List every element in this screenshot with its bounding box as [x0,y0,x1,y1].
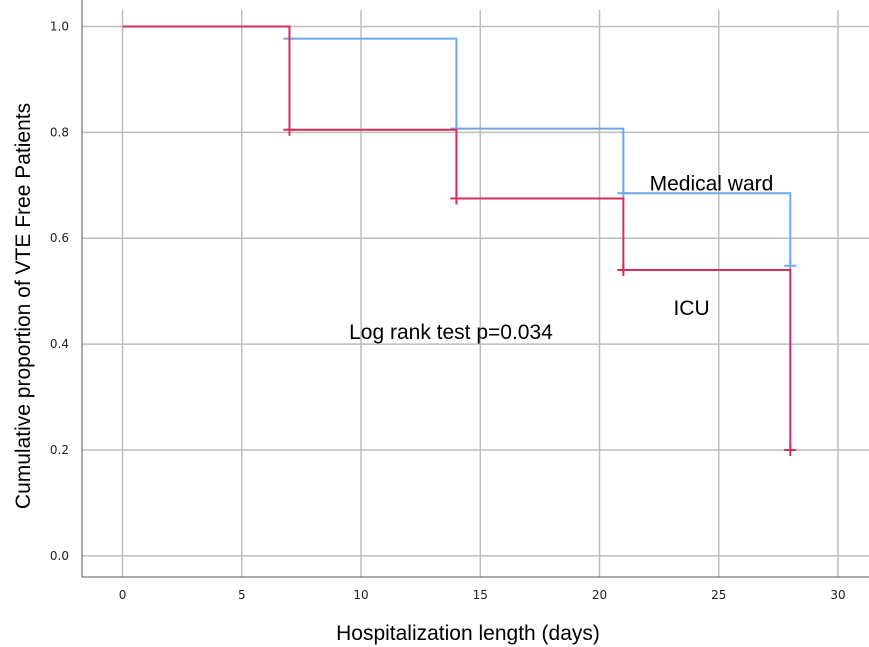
censor-mark-icu [784,443,797,456]
y-axis-title: Cumulative proportion of VTE Free Patien… [12,103,35,509]
y-tick-label: 0.4 [50,337,69,351]
y-tick-label: 0.2 [50,443,69,457]
x-tick-label: 30 [830,588,845,602]
y-tick-label: 0.6 [50,231,69,245]
censor-mark-medical-ward [617,187,630,200]
x-tick-label: 15 [473,588,488,602]
censor-mark-icu [283,123,296,136]
grid [82,10,869,577]
x-tick-label: 25 [711,588,726,602]
tick-labels: 0 5 10 15 20 25 30 0.0 0.2 0.4 0.6 0.8 1.0 [50,19,846,602]
y-tick-label: 0.0 [50,549,69,563]
y-tick-label: 1.0 [50,19,69,33]
x-tick-label: 20 [592,588,607,602]
x-tick-label: 0 [119,588,127,602]
annotation-label: Medical ward [650,173,774,196]
x-tick-label: 10 [353,588,368,602]
axes [81,0,869,578]
annotations: Medical ward ICU Log rank test p=0.034 [349,173,773,344]
censor-mark-icu [617,263,630,276]
x-axis-title: Hospitalization length (days) [336,622,600,645]
y-tick-label: 0.8 [50,125,69,139]
censor-mark-icu [450,192,463,205]
x-tick-label: 5 [238,588,246,602]
annotation-label: ICU [673,297,709,320]
annotation-label: Log rank test p=0.034 [349,321,553,344]
series [122,25,797,456]
